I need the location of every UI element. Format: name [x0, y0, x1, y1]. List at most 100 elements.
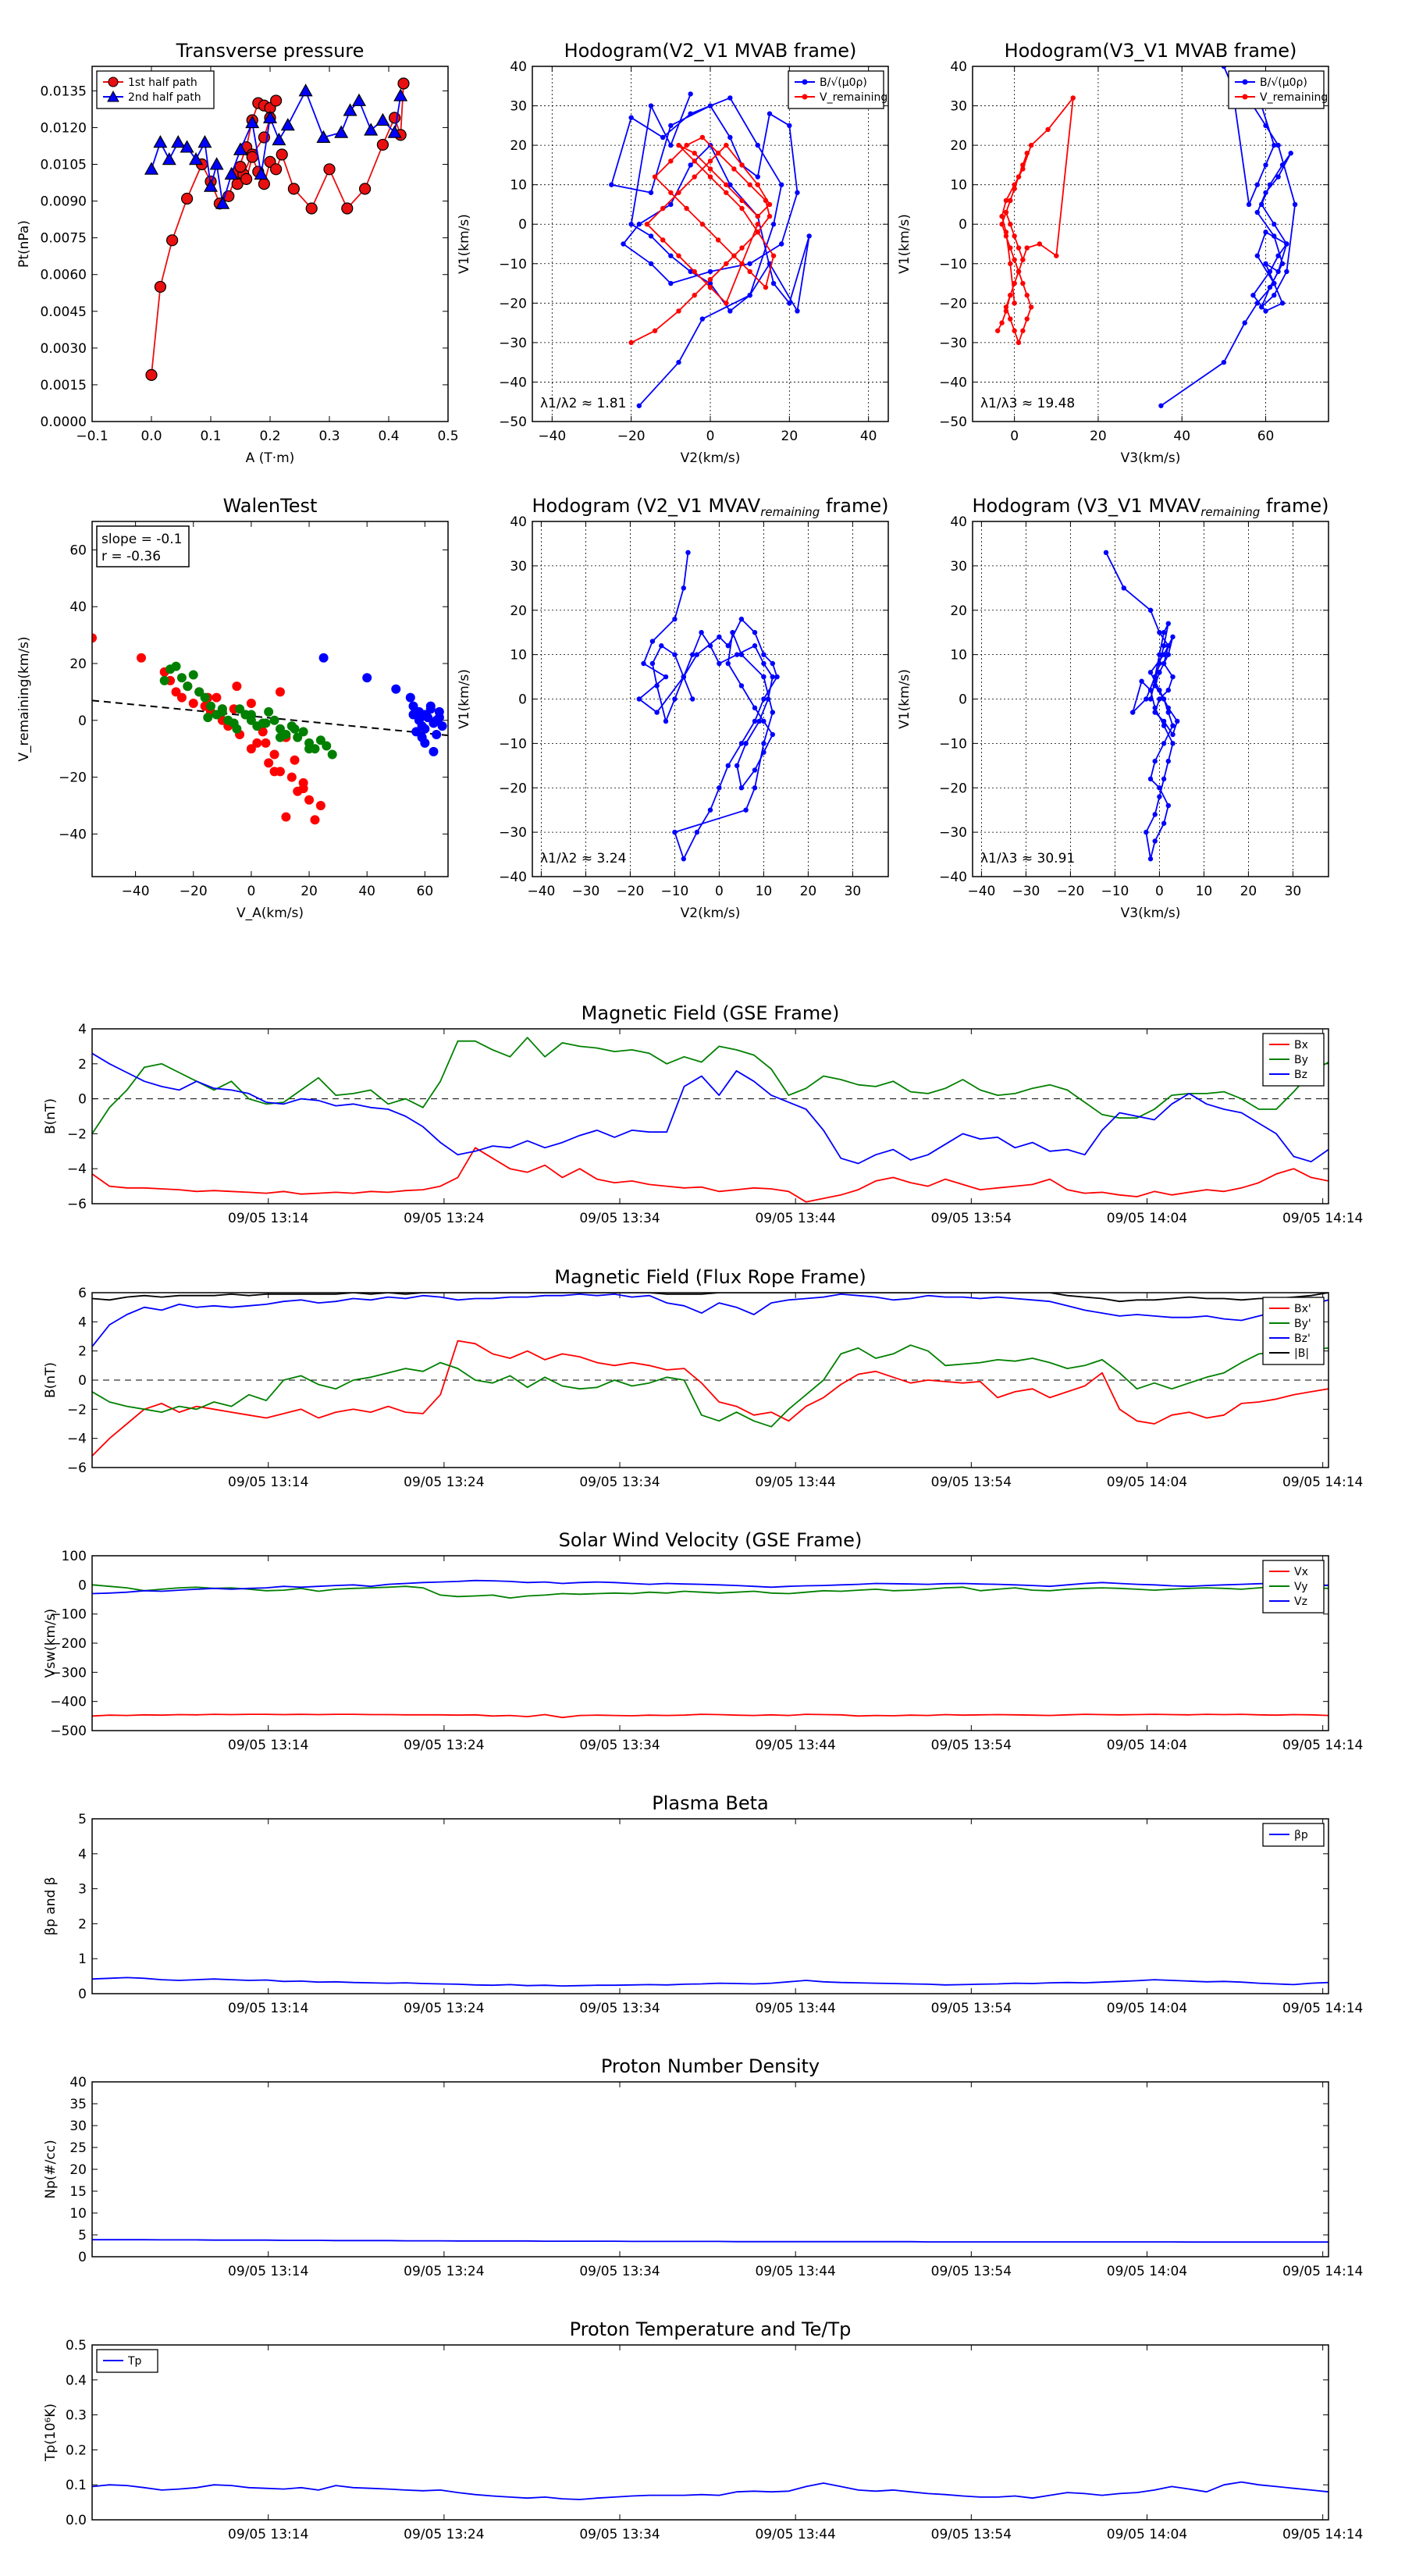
y-axis-label: Pt(nPa): [16, 220, 32, 268]
point-series-0: [770, 731, 775, 738]
title-part: Hodogram (V2_V1 MVAV: [532, 495, 761, 517]
x-tick-label: 0.1: [200, 429, 221, 444]
point-series-0: [1157, 696, 1162, 702]
chart-title: Magnetic Field (GSE Frame): [582, 1002, 840, 1024]
y-tick-label: 0.0: [66, 2513, 87, 2528]
point-series-0: [1170, 634, 1176, 640]
y-tick-label: −20: [59, 770, 87, 786]
plot-frame: [972, 521, 1329, 877]
point-series-v-remaining: [763, 197, 769, 204]
point-series-b-0-: [795, 190, 800, 195]
point-series-2nd-half-path: [180, 140, 194, 153]
point-series-b-0-: [1254, 209, 1261, 215]
chart-solar-wind-velocity: Solar Wind Velocity (GSE Frame) 09/05 13:…: [43, 1529, 1363, 1753]
x-tick-label: −30: [571, 884, 599, 899]
y-tick-label: 0.5: [66, 2338, 87, 2354]
point-series-v-remaining: [1020, 166, 1026, 172]
plot-frame: [91, 2081, 1329, 2258]
point-series-0: [694, 652, 700, 657]
point-series-b-0-: [727, 308, 733, 314]
plot-frame: [91, 1028, 1329, 1204]
point-series-v-remaining: [1016, 174, 1022, 180]
y-tick-label: 40: [69, 2075, 87, 2090]
point-series-v-remaining: [770, 253, 777, 258]
y-tick-label: 40: [950, 514, 967, 530]
point-series-b-0-: [676, 359, 681, 365]
x-tick-label: 09/05 13:24: [404, 1211, 484, 1226]
point-series-1st-half-path: [287, 183, 300, 195]
x-tick-label: 09/05 14:14: [1282, 2001, 1363, 2016]
point-series-v-remaining: [1008, 197, 1013, 204]
x-tick-label: −20: [617, 429, 646, 444]
point-series-1st-half-path: [181, 192, 194, 205]
point-series-b-0-: [1250, 293, 1256, 298]
line-series-bx-: [92, 1340, 1329, 1457]
y-tick-label: 0: [78, 713, 87, 729]
y-tick-label: −40: [499, 375, 527, 390]
point-series-b-0-: [727, 182, 733, 187]
annotation-text: r = -0.36: [101, 549, 161, 564]
line-series-0: [638, 552, 778, 860]
y-tick-label: 0.0015: [41, 378, 87, 393]
point-series-0: [1147, 776, 1154, 782]
line-series-0: [92, 2239, 1329, 2243]
point-series-blue: [417, 721, 427, 731]
x-axis-label: V3(km/s): [1121, 450, 1181, 466]
point-series-red: [315, 801, 325, 810]
y-tick-label: 20: [950, 138, 967, 154]
y-tick-label: 6: [78, 1286, 87, 1301]
point-series-1st-half-path: [270, 94, 283, 107]
point-series-0: [1139, 678, 1144, 684]
point-series-v-remaining: [1070, 95, 1076, 101]
point-series-b-0-: [707, 280, 713, 286]
chart-title: Plasma Beta: [652, 1792, 768, 1814]
legend-label: Bx': [1294, 1303, 1311, 1315]
y-tick-label: 4: [78, 1315, 87, 1330]
point-series-v-remaining: [767, 201, 773, 208]
point-series-0: [738, 616, 745, 622]
point-series-b-0-: [648, 233, 654, 239]
y-axis-label: V1(km/s): [457, 669, 472, 729]
y-tick-label: 40: [69, 600, 87, 615]
plot-area: [92, 2239, 1329, 2243]
point-series-b-0-: [668, 123, 674, 129]
point-series-b-0-: [779, 182, 784, 187]
point-series-0: [1161, 776, 1167, 782]
y-tick-label: −30: [939, 336, 967, 351]
point-series-0: [752, 629, 758, 635]
x-tick-label: 09/05 13:24: [404, 2527, 484, 2542]
point-series-green: [275, 724, 285, 734]
point-series-b-0-: [795, 308, 800, 314]
title-subscript: remaining: [1200, 505, 1260, 519]
x-tick-label: −40: [538, 429, 566, 444]
point-series-v-remaining: [1008, 261, 1013, 266]
legend-label: Vz: [1294, 1596, 1307, 1608]
point-series-0: [770, 674, 775, 680]
point-series-blue: [434, 713, 444, 723]
x-tick-label: 09/05 13:14: [228, 1738, 308, 1753]
point-series-b-0-: [1272, 142, 1277, 148]
point-series-0: [1103, 550, 1109, 556]
point-series-v-remaining: [1008, 293, 1013, 298]
plot-area: [994, 66, 1298, 408]
point-series-0: [752, 705, 758, 711]
point-series-0: [752, 643, 758, 649]
point-series-green: [206, 701, 215, 711]
point-series-b-0-: [1263, 261, 1268, 266]
y-tick-label: −30: [499, 336, 527, 351]
point-series-b-0-: [621, 241, 626, 247]
point-series-0: [1152, 838, 1158, 844]
point-series-1st-half-path: [323, 163, 336, 176]
point-series-b-0-: [1267, 182, 1273, 187]
y-tick-label: −400: [50, 1695, 87, 1710]
chart-proton-temperature: Proton Temperature and Te/Tp 09/05 13:14 0…: [43, 2318, 1363, 2542]
point-series-2nd-half-path: [224, 166, 239, 180]
point-series-v-remaining: [699, 134, 706, 141]
chart-title: Transverse pressure: [176, 40, 365, 62]
x-tick-label: 09/05 13:54: [931, 1211, 1012, 1226]
point-series-v-remaining: [1012, 280, 1017, 286]
annotation-text: λ1/λ2 ≈ 3.24: [540, 851, 626, 866]
y-axis-label: βp and β: [43, 1877, 59, 1935]
point-series-red: [290, 755, 300, 765]
point-series-red: [261, 738, 271, 748]
